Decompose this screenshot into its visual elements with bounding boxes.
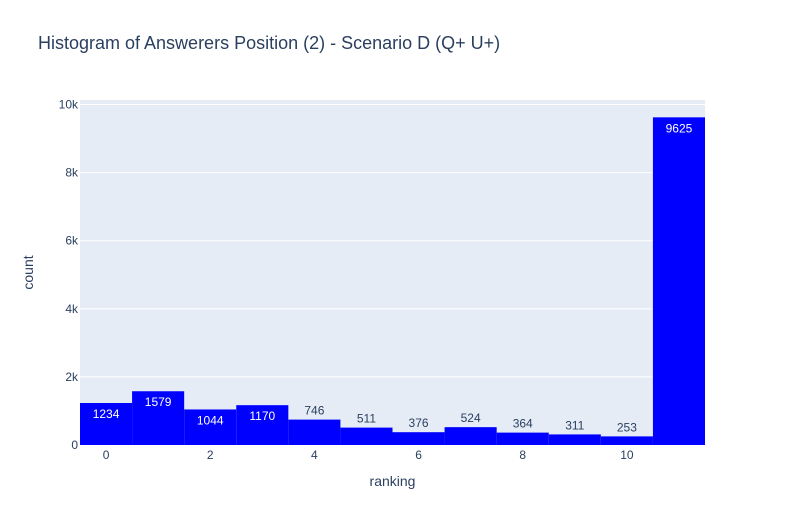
y-tick-label: 6k <box>65 234 79 248</box>
bar <box>600 436 653 445</box>
bar <box>548 434 601 445</box>
y-tick-label: 4k <box>65 302 79 316</box>
bar <box>392 432 445 445</box>
y-tick-label: 0 <box>71 438 78 452</box>
x-tick-label: 10 <box>620 448 634 462</box>
plot-area <box>80 100 705 445</box>
bar-value-label: 364 <box>513 417 533 431</box>
bar <box>496 432 549 445</box>
bar <box>340 427 393 445</box>
x-tick-label: 8 <box>519 448 526 462</box>
bar-labels: 1234 1579 1044 1170 746 511 376 524 364 311 253 962… <box>93 121 693 434</box>
bar-value-label: 1579 <box>145 395 172 409</box>
bar-value-label: 376 <box>409 416 429 430</box>
y-axis-ticks: 0 2k 4k 6k 8k 10k <box>59 98 79 452</box>
x-tick-label: 4 <box>311 448 318 462</box>
bar <box>444 427 497 445</box>
bar-value-label: 1044 <box>197 413 224 427</box>
y-tick-label: 10k <box>59 98 79 112</box>
bar-value-label: 9625 <box>666 121 693 135</box>
x-tick-label: 2 <box>207 448 214 462</box>
bar-value-label: 746 <box>304 404 324 418</box>
bar-value-label: 1234 <box>93 407 120 421</box>
gridlines <box>80 104 705 378</box>
bar-value-label: 1170 <box>249 409 275 423</box>
bar <box>652 117 705 445</box>
y-tick-label: 8k <box>65 166 79 180</box>
x-tick-label: 6 <box>415 448 422 462</box>
x-axis-ticks: 0 2 4 6 8 10 <box>103 448 634 462</box>
bar-value-label: 524 <box>461 411 481 425</box>
bar <box>80 402 133 445</box>
bars <box>80 117 705 445</box>
y-tick-label: 2k <box>65 370 79 384</box>
bar <box>236 405 289 445</box>
bar <box>132 391 185 445</box>
x-axis-title: ranking <box>370 473 416 489</box>
x-tick-label: 0 <box>103 448 110 462</box>
bar <box>288 419 341 445</box>
y-axis-title: count <box>20 255 36 289</box>
bar-value-label: 253 <box>617 420 637 434</box>
bar-value-label: 311 <box>565 418 584 432</box>
bar <box>184 409 237 445</box>
chart-title: Histogram of Answerers Position (2) - Sc… <box>38 33 501 53</box>
bar-value-label: 511 <box>357 412 376 426</box>
